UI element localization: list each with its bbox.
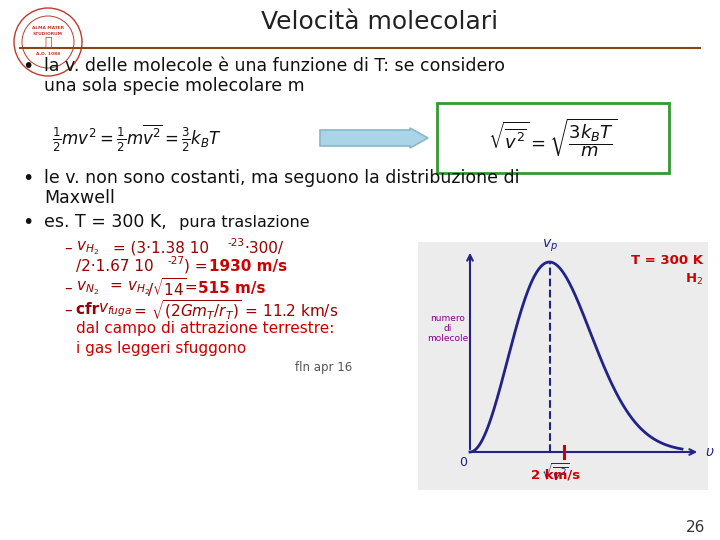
Text: le v. non sono costanti, ma seguono la distribuzione di: le v. non sono costanti, ma seguono la d… [44, 169, 520, 187]
FancyBboxPatch shape [418, 242, 708, 490]
Text: –: – [64, 240, 71, 255]
Text: = $\sqrt{(2Gm_T/r_T)}$ = 11.2 km/s: = $\sqrt{(2Gm_T/r_T)}$ = 11.2 km/s [129, 298, 338, 322]
Text: T = 300 K: T = 300 K [631, 254, 703, 267]
Text: -23: -23 [228, 238, 245, 248]
Text: $\sqrt{\overline{v^2}} = \sqrt{\dfrac{3k_BT}{m}}$: $\sqrt{\overline{v^2}} = \sqrt{\dfrac{3k… [488, 117, 618, 159]
FancyBboxPatch shape [437, 103, 669, 173]
Text: •: • [22, 213, 34, 232]
Text: $/\sqrt{14}$: $/\sqrt{14}$ [147, 276, 186, 300]
Text: $v_{H_2}$: $v_{H_2}$ [76, 239, 99, 257]
Text: $v_{fuga}$: $v_{fuga}$ [98, 301, 132, 319]
Text: i gas leggeri sfuggono: i gas leggeri sfuggono [76, 341, 246, 355]
Text: Velocità molecolari: Velocità molecolari [261, 10, 498, 34]
Text: 515 m/s: 515 m/s [198, 280, 266, 295]
Text: STUDIORUM: STUDIORUM [33, 32, 63, 36]
Text: cfr: cfr [76, 302, 104, 318]
Text: 26: 26 [685, 521, 705, 536]
Text: =: = [180, 280, 202, 295]
Text: υ: υ [705, 445, 713, 459]
Text: •: • [22, 168, 34, 187]
Text: una sola specie molecolare m: una sola specie molecolare m [44, 77, 305, 95]
Text: A.D. 1088: A.D. 1088 [36, 52, 60, 56]
Text: es. T = 300 K,: es. T = 300 K, [44, 213, 167, 231]
Text: fln apr 16: fln apr 16 [295, 361, 352, 375]
Text: = $v_{H_2}$: = $v_{H_2}$ [105, 279, 150, 297]
Text: ⛪: ⛪ [44, 36, 52, 49]
Text: ·300/: ·300/ [244, 240, 283, 255]
Text: –: – [64, 302, 71, 318]
Text: $\frac{1}{2}mv^2 = \frac{1}{2}m\overline{v^2} = \frac{3}{2}k_BT$: $\frac{1}{2}mv^2 = \frac{1}{2}m\overline… [52, 123, 222, 153]
Text: Maxwell: Maxwell [44, 189, 115, 207]
Text: dal campo di attrazione terrestre:: dal campo di attrazione terrestre: [76, 321, 334, 336]
Text: •: • [22, 57, 34, 76]
Text: 1930 m/s: 1930 m/s [209, 259, 287, 273]
Text: $v_p$: $v_p$ [541, 238, 558, 254]
Text: $v_{N_2}$: $v_{N_2}$ [76, 279, 99, 297]
Text: $\sqrt{\overline{v^2}}$: $\sqrt{\overline{v^2}}$ [541, 462, 570, 484]
Text: H$_2$: H$_2$ [685, 272, 703, 287]
Text: –: – [64, 280, 71, 295]
Text: la v. delle molecole è una funzione di T: se considero: la v. delle molecole è una funzione di T… [44, 57, 505, 75]
Text: 0: 0 [459, 456, 467, 469]
Text: -27: -27 [168, 256, 185, 266]
Text: = (3·1.38 10: = (3·1.38 10 [108, 240, 209, 255]
Text: numero
di
molecole: numero di molecole [428, 314, 469, 343]
Text: /2·1.67 10: /2·1.67 10 [76, 259, 153, 273]
Text: pura traslazione: pura traslazione [174, 214, 310, 230]
FancyArrow shape [320, 128, 428, 148]
Text: ) =: ) = [184, 259, 212, 273]
Text: ALMA MATER: ALMA MATER [32, 26, 64, 30]
Text: 2 km/s: 2 km/s [531, 469, 580, 482]
